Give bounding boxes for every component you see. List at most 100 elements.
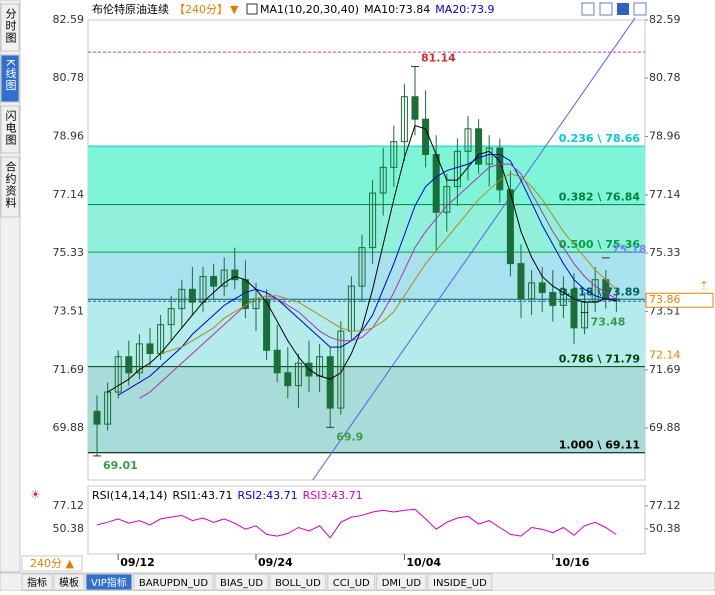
x-tick-label: 10/04 [406, 556, 441, 569]
candle-body [475, 128, 483, 165]
bottom-tab-bg [376, 573, 427, 591]
side-tab-label: 闪电图 [4, 109, 17, 146]
candle-body [284, 372, 292, 387]
y-tick-label: 71.69 [53, 363, 85, 376]
bottom-tab[interactable]: CCI_UD [327, 573, 376, 591]
candle-body [485, 147, 493, 165]
candle-body [231, 269, 239, 281]
y-tick-label: 73.51 [53, 304, 85, 317]
side-tab-label: 合约资料 [4, 160, 17, 209]
bottom-tab-bg [133, 573, 214, 591]
ma-line [107, 124, 617, 393]
y-tick-label: 69.88 [53, 421, 85, 434]
period-button-label: 240分 ▲ [30, 557, 74, 570]
candle-body [167, 308, 175, 326]
x-tick-label: 09/12 [120, 556, 155, 569]
bottom-tab[interactable]: 模板 [53, 573, 85, 591]
rsi-label: RSI(14,14,14) [92, 489, 167, 502]
annotation: 75.18 [612, 243, 647, 256]
fib-label: 0.382 \ 76.84 [559, 191, 641, 204]
price-marker: 72.14 [649, 348, 681, 361]
side-tab[interactable] [0, 105, 20, 154]
bottom-tab-label: 模板 [59, 576, 79, 589]
chart-title: 布伦特原油连续 [92, 2, 169, 16]
price-marker: 73.86 [649, 293, 681, 306]
rsi-tick-label: 50.38 [53, 522, 85, 535]
candle-body [294, 362, 302, 387]
rsi-readout: RSI2:43.71 [238, 489, 298, 502]
y-tick-label-right: 80.78 [649, 71, 681, 84]
candle-body [549, 292, 557, 306]
bottom-tab[interactable]: BIAS_UD [214, 573, 269, 591]
bottom-tab-label: CCI_UD [333, 578, 370, 589]
y-tick-label-right: 75.33 [649, 246, 681, 259]
side-tab[interactable] [0, 3, 20, 52]
bottom-tab-label: BIAS_UD [220, 578, 263, 589]
bottom-tab[interactable]: DMI_UD [376, 573, 427, 591]
checkbox [246, 3, 258, 15]
period-button[interactable] [21, 555, 83, 572]
x-tick-label: 10/16 [555, 556, 590, 569]
candle-body [220, 269, 228, 287]
candle-body [273, 349, 281, 374]
rsi-icon: ☀ [30, 488, 41, 502]
bottom-tab-bg [85, 573, 133, 591]
bottom-tab[interactable]: BARUPDN_UD [133, 573, 214, 591]
candle-body [358, 247, 366, 287]
y-tick-label-right: 71.69 [649, 363, 681, 376]
candle-body [422, 118, 430, 156]
rsi-pane [87, 485, 646, 555]
candle-body [114, 356, 122, 393]
candle-body [443, 186, 451, 213]
period: 【240分】 [174, 3, 228, 16]
candle-body [559, 288, 567, 306]
ma-line [160, 173, 617, 355]
bottom-tab-label: DMI_UD [382, 578, 422, 589]
y-tick-label-right: 77.14 [649, 188, 681, 201]
trendline [312, 17, 636, 480]
candle-body [263, 298, 271, 351]
bottom-tab-bg [427, 573, 493, 591]
side-tab[interactable] [0, 156, 20, 218]
side-tab-label: 分时图 [4, 8, 17, 44]
y-tick-label: 80.78 [53, 71, 85, 84]
candle-body [135, 343, 143, 374]
candle-body [432, 154, 440, 213]
candle-body [400, 96, 408, 143]
candle-body [453, 150, 461, 188]
rsi-tick-label: 77.12 [53, 499, 85, 512]
candle-body [390, 141, 398, 168]
y-tick-label-right: 78.96 [649, 130, 681, 143]
bottom-tab[interactable]: VIP指标 [85, 573, 133, 591]
ma-readout: MA20:73.9 [435, 3, 494, 16]
candle-body [517, 263, 525, 300]
annotation: 69.9 [336, 430, 363, 443]
annotation: 69.01 [103, 459, 138, 472]
bottom-tab[interactable]: INSIDE_UD [427, 573, 493, 591]
bottom-tab-bg [53, 573, 85, 591]
candle-body [93, 410, 101, 425]
bottom-tab-bg [21, 573, 53, 591]
candle-body [570, 288, 578, 329]
bottom-tab-bg [327, 573, 376, 591]
bottom-tab-label: VIP指标 [91, 576, 127, 589]
ma-line [139, 163, 617, 399]
side-tab[interactable] [0, 54, 20, 103]
y-tick-label: 82.59 [53, 13, 85, 26]
candle-body [379, 166, 387, 194]
annotation: 73.48 [591, 315, 626, 328]
rsi-tick-label-right: 50.38 [649, 522, 681, 535]
y-tick-label: 78.96 [53, 130, 85, 143]
rsi-line [96, 508, 617, 539]
bottom-tab[interactable]: 指标 [21, 573, 53, 591]
candle-body [188, 288, 196, 303]
y-tick-label-right: 82.59 [649, 13, 681, 26]
rsi-tick-label-right: 77.12 [649, 499, 681, 512]
x-tick-label: 09/24 [258, 556, 293, 569]
ma-readout: MA10:73.84 [364, 3, 430, 16]
fib-band [88, 366, 645, 453]
bottom-tab[interactable]: BOLL_UD [269, 573, 327, 591]
candle-body [506, 189, 514, 265]
candle-body [538, 282, 546, 294]
